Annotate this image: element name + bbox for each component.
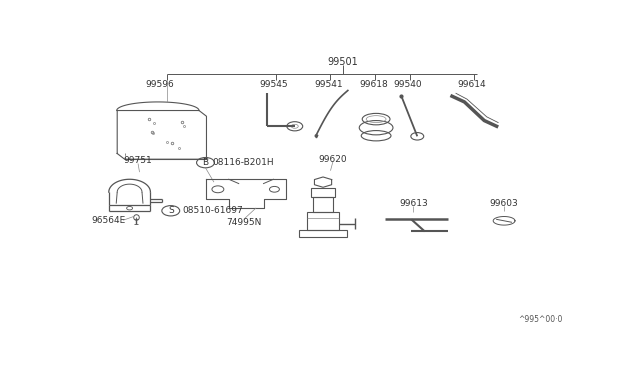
Text: 99603: 99603 bbox=[490, 199, 518, 208]
Text: 99545: 99545 bbox=[259, 80, 288, 89]
Text: 99618: 99618 bbox=[359, 80, 388, 89]
Text: 99614: 99614 bbox=[458, 80, 486, 89]
Text: 99501: 99501 bbox=[328, 57, 358, 67]
Text: 74995N: 74995N bbox=[226, 218, 261, 227]
Text: 99613: 99613 bbox=[399, 199, 428, 208]
Text: 96564E: 96564E bbox=[92, 216, 126, 225]
Text: 08116-B201H: 08116-B201H bbox=[213, 158, 275, 167]
Text: B: B bbox=[202, 158, 209, 167]
Text: ^995^00·0: ^995^00·0 bbox=[518, 315, 562, 324]
Text: 99540: 99540 bbox=[393, 80, 422, 89]
Text: 99620: 99620 bbox=[319, 155, 348, 164]
Text: S: S bbox=[168, 206, 173, 215]
Text: 99751: 99751 bbox=[124, 156, 152, 165]
Text: 99541: 99541 bbox=[315, 80, 343, 89]
Text: 99596: 99596 bbox=[145, 80, 173, 89]
Text: 08510-61697: 08510-61697 bbox=[182, 206, 243, 215]
